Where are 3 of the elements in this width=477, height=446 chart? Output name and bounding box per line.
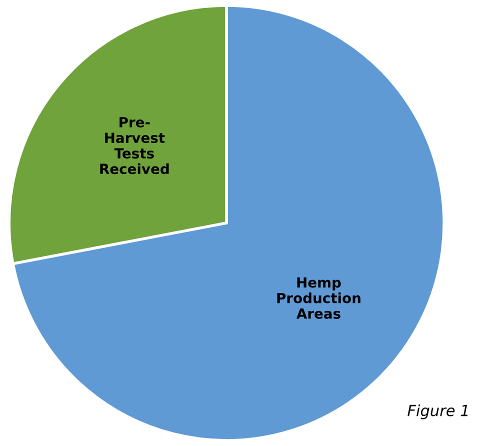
caption: Figure 1 (408, 404, 468, 420)
slice-label: Pre- Harvest Tests Received (100, 117, 169, 174)
slice-label: Hemp Production Areas (277, 277, 360, 319)
